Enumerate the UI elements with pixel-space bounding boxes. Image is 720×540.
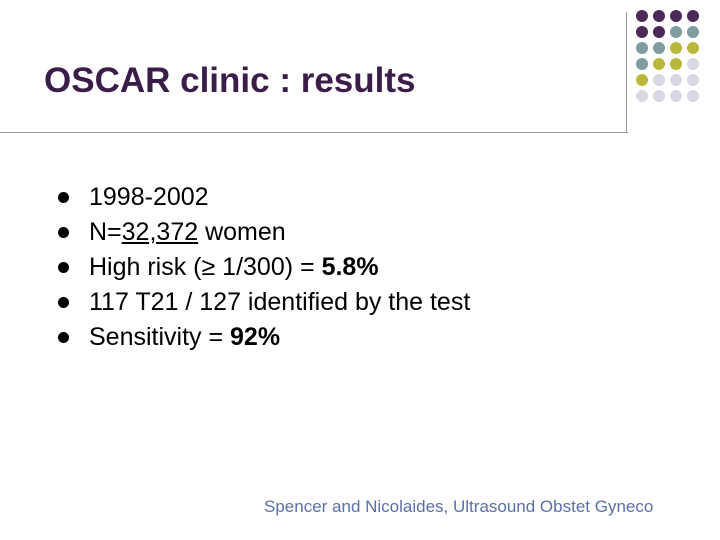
decorative-dot [687,90,699,102]
bullet-text-part: 32,372 [121,218,199,246]
decorative-dot [670,42,682,54]
bullet-text-part: women [198,218,286,246]
decorative-dot [670,10,682,22]
bullet-text-part: 92% [230,323,281,351]
bullet-text: N=32,372 women [89,215,286,250]
decorative-dot [670,74,682,86]
bullet-text: High risk (≥ 1/300) = 5.8% [89,250,379,285]
decorative-dot [636,26,648,38]
decorative-dot [670,58,682,70]
bullet-text-part: Sensitivity = [89,323,231,351]
decorative-dot [687,58,699,70]
decorative-dot [687,10,699,22]
decorative-dot [653,10,665,22]
bullet-text-part: 1998-2002 [89,183,209,211]
decorative-dot [653,90,665,102]
bullet-text: Sensitivity = 92% [89,320,280,355]
decorative-dot [653,26,665,38]
decorative-dot [636,90,648,102]
decorative-dot [636,10,648,22]
decorative-dot [670,90,682,102]
decorative-dot [653,42,665,54]
bullet-dot-icon [58,227,69,238]
bullet-text-part: High risk (≥ 1/300) = [89,253,322,281]
bullet-text-part: 117 T21 / 127 identified by the test [89,288,471,316]
title-divider [0,132,628,133]
decorative-dot [653,74,665,86]
decorative-dot [636,42,648,54]
bullet-text-part: N= [89,218,122,246]
bullet-dot-icon [58,297,69,308]
decorative-dot [636,74,648,86]
decorative-dot [687,74,699,86]
decorative-dot [670,26,682,38]
bullet-text: 1998-2002 [89,180,209,215]
vertical-divider [626,12,627,132]
decorative-dot [636,58,648,70]
slide-title: OSCAR clinic : results [44,61,416,100]
bullet-text: 117 T21 / 127 identified by the test [89,285,470,320]
citation: Spencer and Nicolaides, Ultrasound Obste… [264,497,654,516]
decorative-dot [653,58,665,70]
bullet-dot-icon [58,262,69,273]
bullet-dot-icon [58,192,69,203]
bullet-text-part: 5.8% [321,253,379,281]
decorative-dot [687,26,699,38]
bullet-dot-icon [58,332,69,343]
decorative-dot [687,42,699,54]
